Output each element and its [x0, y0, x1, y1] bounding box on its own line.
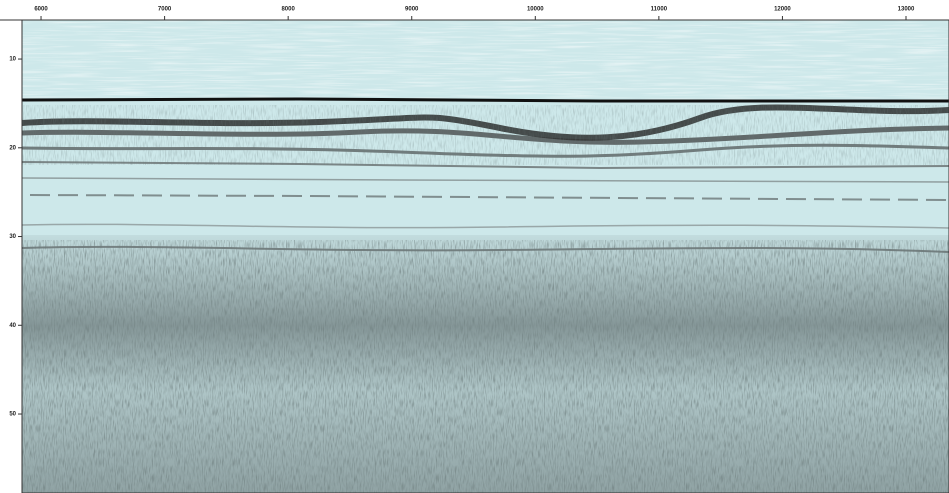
x-tick-label: 7000: [158, 7, 172, 13]
section-image: [21, 20, 949, 493]
y-tick-label: 50: [9, 412, 16, 418]
x-tick-label: 11000: [651, 7, 668, 13]
x-tick-label: 6000: [34, 7, 48, 13]
y-tick-label: 30: [9, 234, 16, 240]
y-tick-label: 20: [9, 145, 16, 151]
x-tick-label: 13000: [898, 7, 915, 13]
x-tick-label: 10000: [527, 7, 544, 13]
x-tick-label: 8000: [281, 7, 295, 13]
y-tick-label: 40: [9, 323, 16, 329]
x-tick-label: 12000: [774, 7, 791, 13]
x-tick-label: 9000: [405, 7, 419, 13]
y-tick-label: 10: [9, 57, 16, 63]
